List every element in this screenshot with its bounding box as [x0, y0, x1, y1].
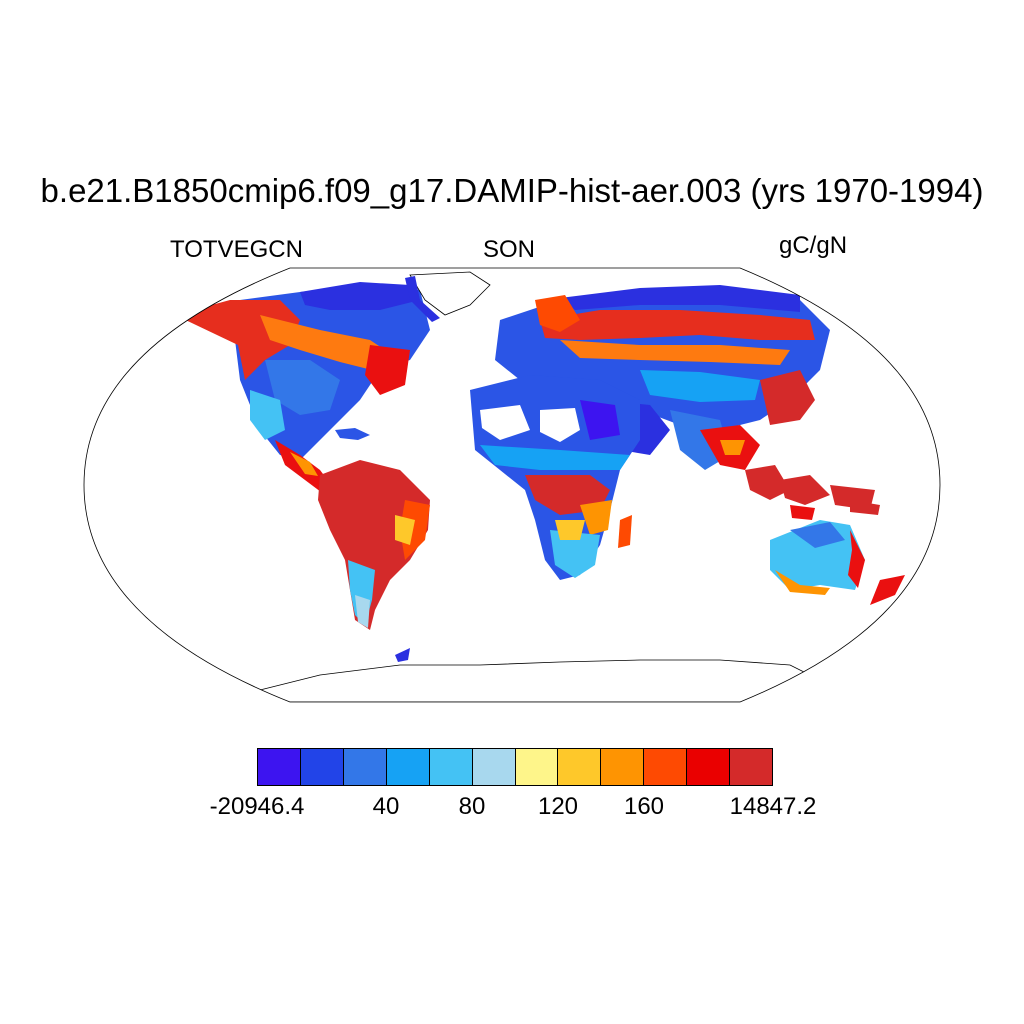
boreal-orange	[560, 340, 790, 365]
colorbar-box	[300, 749, 344, 785]
colorbar-box	[730, 749, 773, 785]
colorbar-box	[601, 749, 645, 785]
colorbar-box	[386, 749, 430, 785]
colorbar-box	[558, 749, 602, 785]
af-south-mid	[555, 520, 585, 540]
sa-east-coast	[400, 500, 430, 560]
colorbar-box	[258, 749, 301, 785]
greenland-ice	[409, 271, 491, 316]
colorbar-tick-label: -20946.4	[209, 793, 305, 820]
na-interior	[265, 360, 340, 415]
colorbar-box	[515, 749, 559, 785]
south-america-region	[318, 460, 430, 630]
af-sahara-violet	[580, 400, 620, 440]
au-east-coast	[848, 530, 865, 588]
new-zealand	[870, 575, 905, 605]
af-east	[580, 500, 612, 535]
sa-patagonia	[355, 595, 370, 628]
map-outline	[83, 267, 941, 703]
au-north	[790, 522, 845, 548]
units-label: gC/gN	[779, 232, 848, 259]
variable-label: TOTVEGCN	[170, 236, 303, 263]
antarctic-peninsula	[395, 648, 410, 662]
africa-region	[470, 375, 640, 580]
eurasia-region	[495, 285, 830, 430]
season-label: SON	[483, 236, 536, 263]
madagascar	[618, 515, 632, 548]
na-southwest	[250, 390, 285, 440]
af-sahara-white-1	[480, 405, 530, 440]
new-guinea	[850, 500, 880, 515]
east-asia	[760, 370, 815, 425]
af-sahara-white-2	[540, 408, 580, 442]
colorbar-box	[472, 749, 516, 785]
central-asia	[640, 370, 760, 402]
colorbar-tick-label: 120	[537, 793, 579, 820]
colorbar-tick-label: 80	[458, 793, 486, 820]
colorbar-box	[644, 749, 688, 785]
land-fields	[175, 271, 905, 702]
siberia-band	[540, 310, 815, 340]
colorbar-tick-label: 40	[372, 793, 400, 820]
au-south-coast	[775, 570, 830, 595]
na-arctic	[300, 282, 420, 310]
plot-title: b.e21.B1850cmip6.f09_g17.DAMIP-hist-aer.…	[40, 172, 984, 209]
sa-base	[318, 460, 430, 630]
arctic-north	[560, 285, 800, 312]
australia-region	[770, 500, 905, 605]
colorbar-box	[687, 749, 731, 785]
colorbar-box	[343, 749, 387, 785]
af-south	[550, 530, 600, 578]
colorbar	[257, 748, 773, 786]
na-boreal-band	[260, 315, 400, 372]
af-sahel	[480, 445, 630, 470]
sa-brazil-highland	[395, 515, 415, 545]
scandinavia	[535, 295, 580, 332]
colorbar-box	[429, 749, 473, 785]
north-america-region	[175, 282, 430, 460]
colorbar-tick-label: 14847.2	[729, 793, 817, 820]
na-northeast	[365, 345, 410, 395]
greenland-rim	[405, 276, 440, 322]
antarctica	[259, 659, 821, 702]
colorbar-tick-label: 160	[623, 793, 665, 820]
